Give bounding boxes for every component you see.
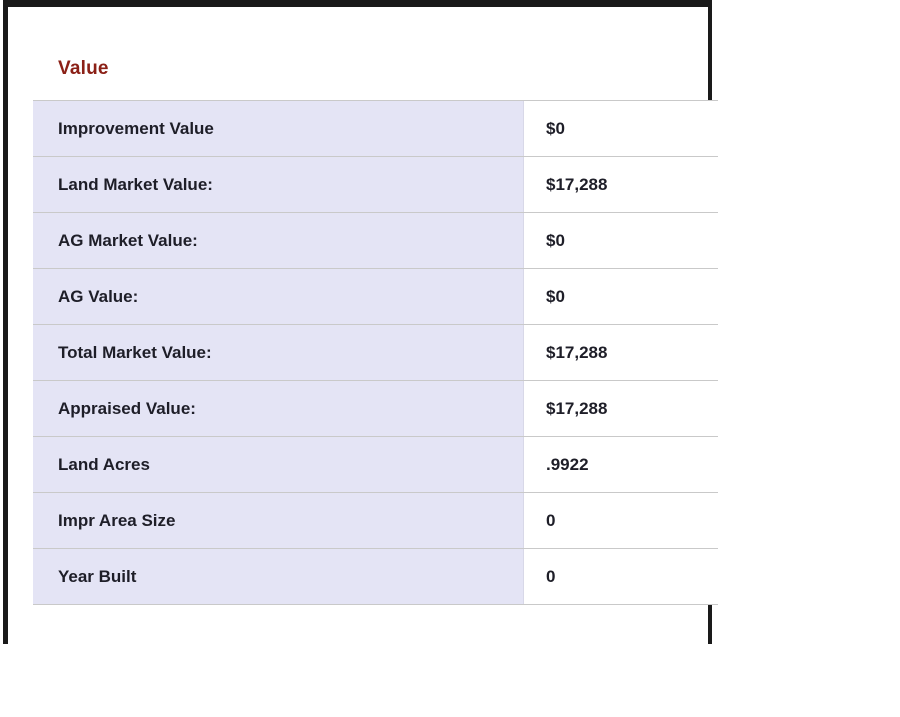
value-panel: Value Improvement Value $0 Land Market V… (3, 0, 718, 644)
row-value: 0 (524, 493, 718, 548)
row-value: .9922 (524, 437, 718, 492)
row-label: Total Market Value: (33, 325, 524, 380)
row-label: AG Value: (33, 269, 524, 324)
row-value: $0 (524, 101, 718, 156)
row-value: $0 (524, 269, 718, 324)
table-row: Land Acres .9922 (33, 437, 718, 493)
table-row: Impr Area Size 0 (33, 493, 718, 549)
row-label: Land Market Value: (33, 157, 524, 212)
table-row: Year Built 0 (33, 549, 718, 605)
row-label: Appraised Value: (33, 381, 524, 436)
row-value: $17,288 (524, 381, 718, 436)
row-value: $0 (524, 213, 718, 268)
row-label: Year Built (33, 549, 524, 604)
table-row: Improvement Value $0 (33, 101, 718, 157)
table-row: AG Market Value: $0 (33, 213, 718, 269)
table-row: Appraised Value: $17,288 (33, 381, 718, 437)
row-label: Improvement Value (33, 101, 524, 156)
row-value: 0 (524, 549, 718, 604)
row-value: $17,288 (524, 157, 718, 212)
row-label: Land Acres (33, 437, 524, 492)
row-value: $17,288 (524, 325, 718, 380)
value-table: Improvement Value $0 Land Market Value: … (33, 100, 718, 605)
table-row: Total Market Value: $17,288 (33, 325, 718, 381)
section-title: Value (58, 58, 109, 79)
row-label: AG Market Value: (33, 213, 524, 268)
table-row: AG Value: $0 (33, 269, 718, 325)
row-label: Impr Area Size (33, 493, 524, 548)
table-row: Land Market Value: $17,288 (33, 157, 718, 213)
